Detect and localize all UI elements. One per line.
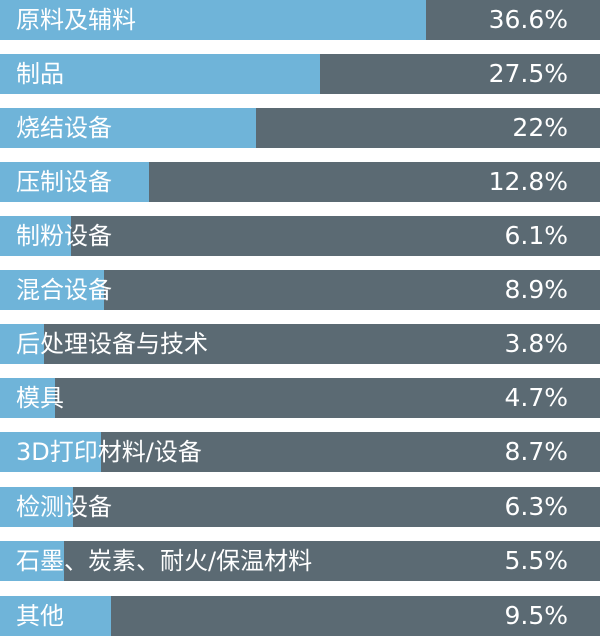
bar-fill <box>0 216 72 256</box>
bar-fill <box>0 596 111 636</box>
category-label: 3D打印材料/设备 <box>16 438 202 466</box>
value-label: 9.5% <box>504 601 568 630</box>
bar-fill <box>0 324 45 364</box>
category-label: 烧结设备 <box>16 114 112 142</box>
bar-row: 3D打印材料/设备 8.7% <box>0 432 600 472</box>
bar-row: 模具 4.7% <box>0 378 600 418</box>
value-label: 4.7% <box>504 383 568 412</box>
bar-fill <box>0 432 102 472</box>
value-label: 36.6% <box>488 5 568 34</box>
bar-row: 其他 9.5% <box>0 596 600 636</box>
bar-row: 检测设备 6.3% <box>0 487 600 527</box>
value-label: 12.8% <box>488 167 568 196</box>
value-label: 8.7% <box>504 437 568 466</box>
bar-track <box>0 378 600 418</box>
category-label: 石墨、炭素、耐火/保温材料 <box>16 547 313 575</box>
value-label: 6.1% <box>504 221 568 250</box>
bar-fill <box>0 541 65 581</box>
category-label: 检测设备 <box>16 493 112 521</box>
bar-fill <box>0 162 150 202</box>
bar-row: 烧结设备 22% <box>0 108 600 148</box>
category-label: 其他 <box>16 602 64 630</box>
bar-fill <box>0 378 55 418</box>
bar-row: 制粉设备 6.1% <box>0 216 600 256</box>
value-label: 5.5% <box>504 546 568 575</box>
bar-fill <box>0 0 427 40</box>
bar-row: 混合设备 8.9% <box>0 270 600 310</box>
bar-track <box>0 541 600 581</box>
bar-fill <box>0 270 104 310</box>
bar-fill <box>0 108 257 148</box>
bar-track <box>0 324 600 364</box>
category-label: 制粉设备 <box>16 222 112 250</box>
value-label: 3.8% <box>504 329 568 358</box>
value-label: 27.5% <box>488 59 568 88</box>
bar-track <box>0 216 600 256</box>
category-label: 原料及辅料 <box>16 6 136 34</box>
value-label: 6.3% <box>504 492 568 521</box>
bar-fill <box>0 54 321 94</box>
bar-row: 制品 27.5% <box>0 54 600 94</box>
bar-row: 原料及辅料 36.6% <box>0 0 600 40</box>
category-label: 模具 <box>16 384 64 412</box>
value-label: 22% <box>512 113 568 142</box>
category-label: 混合设备 <box>16 276 112 304</box>
bar-row: 后处理设备与技术 3.8% <box>0 324 600 364</box>
bar-fill <box>0 487 74 527</box>
bar-track <box>0 487 600 527</box>
category-label: 后处理设备与技术 <box>16 330 208 358</box>
category-label: 压制设备 <box>16 168 112 196</box>
category-label: 制品 <box>16 60 64 88</box>
value-label: 8.9% <box>504 275 568 304</box>
bar-row: 石墨、炭素、耐火/保温材料 5.5% <box>0 541 600 581</box>
bar-row: 压制设备 12.8% <box>0 162 600 202</box>
